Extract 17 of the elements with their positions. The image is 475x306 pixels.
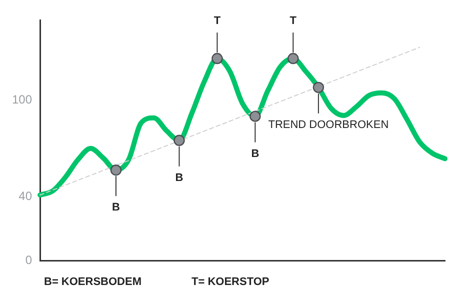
point (110, 164, 122, 176)
y-tick-label: 40 (18, 188, 32, 203)
text: B= KOERSBODEM (44, 276, 142, 288)
point (174, 134, 185, 146)
point (288, 52, 299, 64)
point (212, 52, 223, 64)
point (312, 82, 324, 94)
y-tick-label: 0 (25, 253, 32, 268)
annotation: B (251, 148, 260, 160)
point (250, 110, 261, 122)
y-tick-label: 100 (12, 92, 32, 107)
annotation: T (290, 15, 297, 28)
annotation: TREND DOORBROKEN (268, 118, 389, 131)
annotation: T (214, 15, 221, 28)
annotation: B (175, 172, 184, 184)
annotation: B (112, 202, 120, 214)
text: T= KOERSTOP (192, 276, 270, 288)
